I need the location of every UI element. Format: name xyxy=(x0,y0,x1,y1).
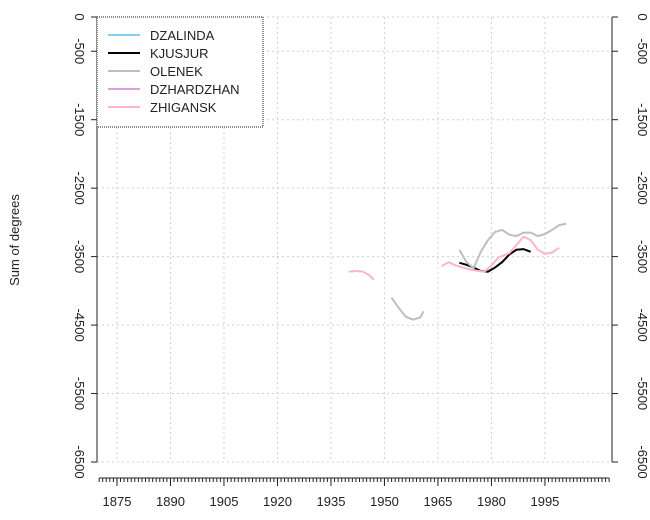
legend-label: KJUSJUR xyxy=(150,46,209,61)
y-tick-label: -1500 xyxy=(635,103,650,136)
series-line xyxy=(348,235,560,281)
y-tick-label: -500 xyxy=(635,38,650,64)
y-tick-label: -3500 xyxy=(635,240,650,273)
x-tick-label: 1950 xyxy=(370,494,399,509)
y-tick-label: -2500 xyxy=(72,172,87,205)
legend-label: OLENEK xyxy=(150,64,203,79)
y-axis-label: Sum of degrees xyxy=(7,194,22,286)
x-tick-label: 1890 xyxy=(156,494,185,509)
x-tick-label: 1875 xyxy=(103,494,132,509)
x-tick-label: 1905 xyxy=(210,494,239,509)
y-tick-label: -4500 xyxy=(635,308,650,341)
legend-label: DZHARDZHAN xyxy=(150,82,240,97)
y-tick-label: -6500 xyxy=(635,445,650,478)
y-tick-label: -2500 xyxy=(635,172,650,205)
y-tick-label: -6500 xyxy=(72,445,87,478)
y-tick-label: -3500 xyxy=(72,240,87,273)
legend-label: DZALINDA xyxy=(150,28,215,43)
y-tick-label: -4500 xyxy=(72,308,87,341)
y-tick-label: -5500 xyxy=(635,377,650,410)
y-tick-label: -5500 xyxy=(72,377,87,410)
y-tick-label: 0 xyxy=(635,13,650,20)
x-tick-label: 1920 xyxy=(263,494,292,509)
x-tick-label: 1935 xyxy=(317,494,346,509)
x-tick-label: 1965 xyxy=(423,494,452,509)
y-tick-label: -1500 xyxy=(72,103,87,136)
x-tick-label: 1995 xyxy=(530,494,559,509)
legend-label: ZHIGANSK xyxy=(150,100,217,115)
series-line xyxy=(390,222,567,321)
x-tick-label: 1980 xyxy=(477,494,506,509)
y-tick-label: -500 xyxy=(72,38,87,64)
y-tick-label: 0 xyxy=(72,13,87,20)
